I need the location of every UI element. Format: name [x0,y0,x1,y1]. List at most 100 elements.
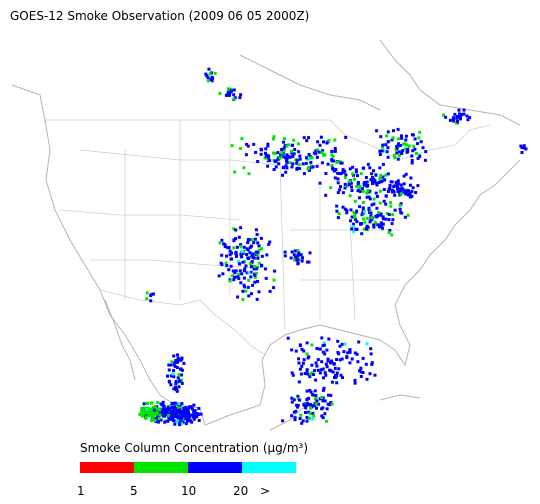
smoke-pixel [143,408,147,412]
smoke-pixel [387,231,391,235]
smoke-pixel [365,195,369,199]
smoke-pixel [302,358,306,362]
smoke-pixel [230,144,234,148]
smoke-pixel [155,412,158,416]
smoke-pixel [337,367,341,371]
smoke-pixel [304,411,307,414]
smoke-pixel [177,402,181,405]
smoke-pixel [249,270,253,274]
smoke-pixel [290,371,294,375]
smoke-pixel [232,88,236,92]
smoke-pixel [240,250,244,254]
smoke-pixel [396,179,400,183]
smoke-pixel [291,373,295,377]
smoke-pixel [378,189,382,193]
smoke-pixel [452,119,456,123]
smoke-pixel [352,230,356,234]
smoke-pixel [179,367,183,371]
smoke-pixel [404,134,408,138]
smoke-pixel [308,411,312,415]
smoke-pixel [305,341,309,345]
smoke-pixel [372,225,376,229]
smoke-pixel [296,394,300,398]
smoke-pixel [355,352,359,356]
smoke-pixel [384,202,388,206]
smoke-pixel [417,136,421,140]
smoke-pixel [268,240,272,244]
smoke-pixel [381,145,384,149]
smoke-pixel [351,224,355,228]
smoke-pixel [333,147,337,150]
smoke-pixel [407,193,411,197]
smoke-pixel [323,352,327,356]
smoke-pixel [188,405,192,409]
smoke-pixel [295,403,299,407]
smoke-pixel [319,135,323,139]
smoke-pixel [375,129,379,133]
smoke-pixel [374,173,378,177]
smoke-pixel [156,416,160,420]
smoke-pixel [274,165,278,169]
smoke-pixel [151,415,155,419]
smoke-pixel [370,362,374,366]
smoke-pixel [299,413,303,417]
smoke-pixel [333,366,337,370]
smoke-pixel [381,217,385,221]
smoke-pixel [260,247,264,251]
smoke-pixel [297,361,301,365]
smoke-pixel [336,177,340,181]
smoke-pixel [306,166,310,170]
smoke-pixel [293,249,297,253]
smoke-pixel [308,156,312,160]
smoke-pixel [232,239,236,243]
smoke-pixel [249,244,253,248]
smoke-pixel [264,147,268,151]
smoke-layer [138,67,528,427]
smoke-pixel [310,343,314,347]
smoke-pixel [320,396,324,399]
smoke-pixel [290,414,294,418]
smoke-pixel [159,402,163,406]
smoke-pixel [233,271,237,275]
smoke-pixel [157,420,161,424]
smoke-pixel [343,342,347,346]
smoke-pixel [397,150,401,154]
legend-swatch [242,462,296,473]
smoke-pixel [251,252,255,256]
smoke-pixel [382,199,386,203]
smoke-pixel [172,408,176,411]
smoke-pixel [285,159,288,163]
smoke-pixel [301,162,305,166]
smoke-pixel [175,389,179,393]
smoke-pixel [245,142,249,146]
smoke-pixel [321,149,325,153]
smoke-pixel [385,212,389,215]
smoke-pixel [349,181,353,185]
smoke-pixel [165,409,169,413]
smoke-pixel [309,406,312,410]
smoke-pixel [157,408,161,412]
smoke-pixel [292,152,296,156]
smoke-pixel [522,144,526,148]
smoke-pixel [393,156,397,159]
smoke-pixel [372,197,376,201]
smoke-pixel [393,208,397,212]
smoke-pixel [173,365,177,368]
smoke-pixel [282,140,286,144]
border [45,119,491,161]
smoke-pixel [397,142,401,146]
smoke-pixel [197,419,201,422]
smoke-pixel [268,289,272,293]
smoke-pixel [458,112,461,116]
smoke-pixel [190,407,194,411]
smoke-pixel [161,403,165,407]
smoke-pixel [315,364,319,368]
smoke-pixel [346,351,350,355]
smoke-pixel [173,401,177,405]
smoke-pixel [336,216,340,220]
smoke-pixel [305,397,309,401]
smoke-pixel [370,172,374,176]
smoke-pixel [442,113,445,117]
smoke-pixel [253,237,257,241]
